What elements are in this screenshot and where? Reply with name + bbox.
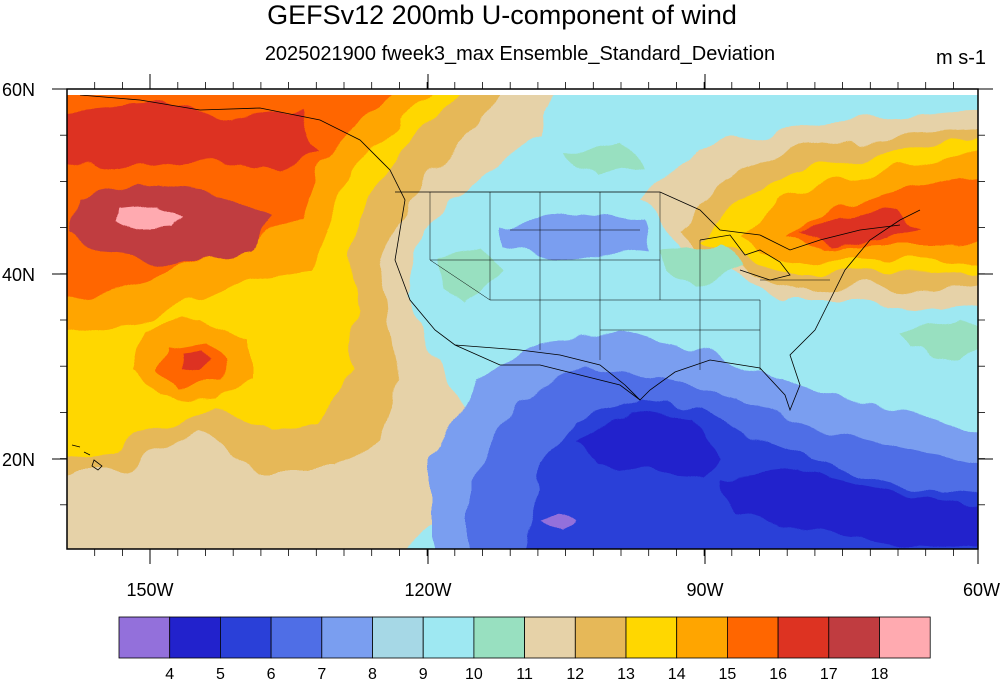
lat-label-40n: 40N	[2, 265, 36, 285]
lon-label-120w: 120W	[404, 580, 452, 600]
colorbar-swatch	[372, 616, 424, 659]
hawaii	[71, 444, 103, 471]
colorbar-swatch	[422, 616, 475, 659]
colorbar-swatch	[524, 616, 576, 659]
field-region-11-west	[440, 250, 500, 300]
field-region-11-north	[560, 140, 650, 180]
us-border-north	[395, 191, 901, 251]
colorbar-swatch	[169, 616, 221, 659]
colorbar	[118, 616, 931, 659]
state-lines	[429, 192, 830, 370]
geographic-boundaries	[71, 95, 921, 471]
colorbar-swatch	[625, 616, 678, 659]
colorbar-swatch	[473, 616, 525, 659]
colorbar-swatch	[727, 616, 779, 659]
field-region-8-plains	[505, 212, 650, 258]
lon-label-150w: 150W	[126, 580, 174, 600]
plot-frame	[52, 74, 993, 564]
colorbar-swatch	[828, 616, 880, 659]
map-subtitle: 2025021900 fweek3_max Ensemble_Standard_…	[264, 43, 776, 65]
field-region-18-west	[115, 204, 185, 228]
field-region-17-sub	[180, 348, 212, 372]
north-america-coastline	[79, 95, 921, 412]
us-border-south	[454, 344, 641, 401]
colorbar-swatch	[777, 616, 830, 659]
contour-field	[67, 95, 978, 549]
colorbar-swatch	[118, 616, 171, 659]
colorbar-swatch	[676, 616, 728, 659]
colorbar-swatch	[879, 616, 931, 659]
field-region-17-west	[67, 100, 320, 170]
field-region-5-south	[580, 410, 720, 480]
field-region-5-south-b	[720, 470, 978, 549]
colorbar-swatch	[574, 616, 627, 659]
great-lakes	[699, 234, 791, 281]
lon-label-60w: 60W	[962, 580, 1000, 600]
lat-label-60n: 60N	[2, 80, 36, 100]
colorbar-swatch	[321, 616, 373, 659]
map-title: GEFSv12 200mb U-component of wind	[267, 0, 737, 30]
colorbar-swatch	[219, 616, 272, 659]
colorbar-swatch	[270, 616, 323, 659]
field-region-4-south	[540, 510, 575, 535]
field-region-17-ne	[800, 210, 920, 245]
lat-label-20n: 20N	[2, 450, 36, 470]
lon-label-90w: 90W	[686, 580, 724, 600]
field-region-10-se	[900, 320, 978, 360]
units-label: m s-1	[936, 47, 986, 69]
